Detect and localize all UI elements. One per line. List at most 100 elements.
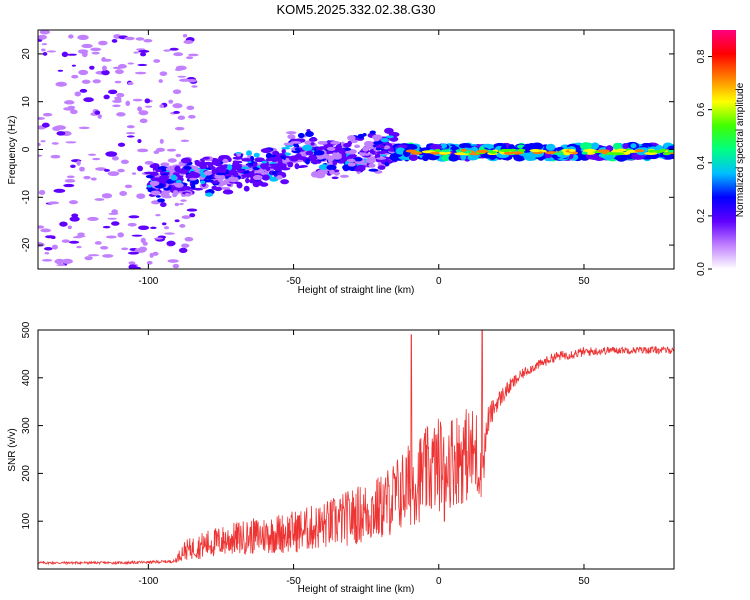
noise-blob <box>112 104 121 108</box>
band-blob <box>271 154 277 158</box>
noise-blob <box>76 245 82 249</box>
noise-blob <box>187 114 196 119</box>
noise-blob <box>174 202 180 207</box>
line-blob <box>408 154 419 162</box>
noise-blob <box>41 43 48 46</box>
spectrogram-xlabel: Height of straight line (km) <box>298 285 415 296</box>
noise-blob <box>38 142 41 147</box>
figure-title: KOM5.2025.332.02.38.G30 <box>276 2 435 17</box>
noise-blob <box>137 148 149 153</box>
band-blob <box>354 144 361 149</box>
band-blob <box>230 165 242 170</box>
noise-blob <box>67 225 72 230</box>
band-blob <box>210 181 218 184</box>
noise-blob <box>53 188 66 193</box>
noise-blob <box>103 94 110 100</box>
noise-blob <box>94 241 102 245</box>
noise-blob <box>79 166 85 172</box>
noise-blob <box>116 112 126 117</box>
band-blob <box>305 131 314 138</box>
band-blob <box>331 153 342 160</box>
noise-blob <box>163 226 170 230</box>
noise-blob <box>139 118 148 124</box>
noise-blob <box>153 237 164 240</box>
noise-blob <box>144 98 151 104</box>
noise-blob <box>158 79 163 83</box>
noise-blob <box>88 153 97 156</box>
noise-blob <box>81 43 93 49</box>
noise-blob <box>78 126 90 130</box>
noise-blob <box>90 177 97 181</box>
noise-blob <box>181 215 191 220</box>
noise-blob <box>127 251 140 255</box>
snr-ytick-label: 500 <box>21 321 32 338</box>
noise-blob <box>43 246 53 251</box>
band-blob <box>338 147 346 154</box>
noise-blob <box>152 251 159 256</box>
band-blob <box>310 142 315 146</box>
noise-blob <box>173 52 184 57</box>
line-core-blob <box>509 148 517 152</box>
band-blob <box>308 154 318 162</box>
noise-blob <box>178 78 191 82</box>
band-blob <box>212 168 218 174</box>
noise-blob <box>63 100 75 105</box>
noise-blob <box>74 91 81 97</box>
snr-ytick-label: 200 <box>21 465 32 482</box>
noise-blob <box>42 51 48 56</box>
band-blob <box>211 185 218 190</box>
noise-blob <box>38 225 45 229</box>
noise-blob <box>174 126 185 131</box>
noise-blob <box>84 256 93 261</box>
noise-blob <box>77 232 85 237</box>
band-blob <box>227 176 239 183</box>
noise-blob <box>111 209 118 215</box>
noise-blob <box>112 66 123 70</box>
band-blob <box>203 170 213 176</box>
band-blob <box>237 169 245 174</box>
snr-xtick-label: -100 <box>138 576 158 587</box>
noise-blob <box>175 153 182 158</box>
noise-blob <box>128 261 136 265</box>
line-core-blob <box>563 152 571 156</box>
band-blob <box>331 176 339 180</box>
band-blob <box>189 170 196 175</box>
band-blob <box>194 159 200 166</box>
noise-blob <box>70 164 76 169</box>
band-blob <box>144 160 154 165</box>
noise-blob <box>137 165 144 172</box>
noise-blob <box>166 148 177 152</box>
colorbar: 0.0 0.2 0.4 0.6 0.8 Normalized spectral ampl… <box>696 30 746 276</box>
noise-blob <box>144 105 153 108</box>
noise-blob <box>41 48 46 52</box>
noise-blob <box>108 89 118 95</box>
noise-blob <box>83 97 94 103</box>
noise-blob <box>127 62 134 65</box>
noise-blob <box>143 39 153 43</box>
band-blob <box>368 163 376 168</box>
band-blob <box>376 151 386 155</box>
noise-blob <box>71 64 76 67</box>
band-blob <box>373 138 380 142</box>
band-blob <box>160 191 170 199</box>
noise-blob <box>98 40 108 46</box>
noise-blob <box>131 172 137 175</box>
band-blob <box>276 171 286 176</box>
band-blob <box>384 127 394 134</box>
band-blob <box>305 158 310 165</box>
band-blob <box>380 138 390 143</box>
noise-blob <box>153 150 160 155</box>
band-blob <box>258 180 263 185</box>
spectrogram-heatmap <box>38 30 674 269</box>
band-blob <box>353 157 363 162</box>
band-blob <box>236 153 241 157</box>
spectrogram-ylabel: Frequency (Hz) <box>7 116 18 185</box>
noise-blob <box>70 109 78 115</box>
line-core-blob <box>597 149 610 153</box>
line-core-blob <box>498 149 512 153</box>
band-blob <box>296 156 307 160</box>
band-blob <box>149 164 156 169</box>
band-blob <box>157 198 165 203</box>
